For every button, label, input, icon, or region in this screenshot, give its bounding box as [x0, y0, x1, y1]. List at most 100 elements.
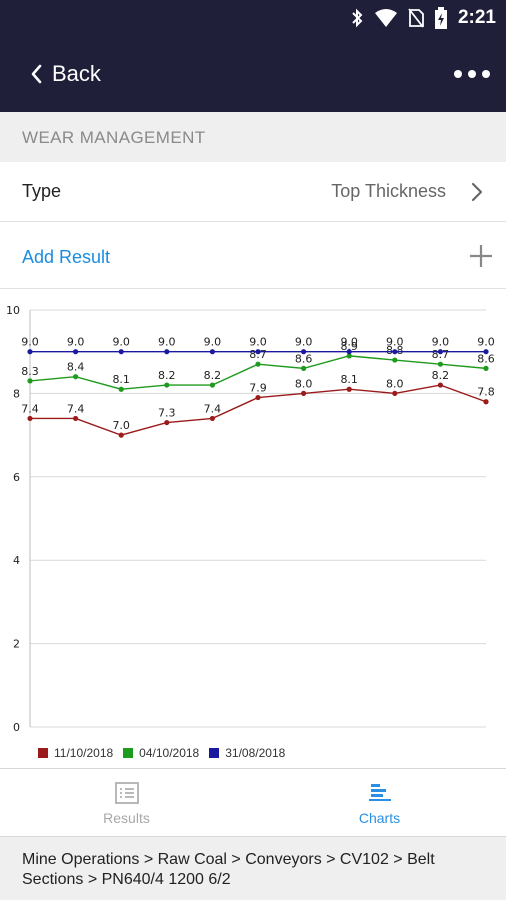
y-tick-label: 8: [13, 387, 20, 400]
data-point: [27, 349, 33, 355]
y-tick-label: 10: [6, 304, 20, 317]
data-point: [118, 386, 124, 392]
add-result-label: Add Result: [22, 247, 111, 267]
wear-chart: 0 2 4 6 8 10 7.4 7.4 7.0 7.3 7.4 7.9 8.0 8.1 8.0 8.2 7.8…: [0, 290, 506, 768]
data-point: [27, 378, 33, 384]
more-horizontal-icon-dot: [482, 70, 490, 78]
bottom-tab-bar: Results Charts: [0, 768, 506, 836]
more-horizontal-icon: [454, 70, 462, 78]
data-point: [209, 349, 215, 355]
type-label: Type: [22, 181, 62, 201]
back-label: Back: [52, 61, 101, 86]
data-label: 7.3: [158, 407, 176, 420]
data-point: [118, 349, 124, 355]
data-point: [255, 394, 261, 401]
type-selector-row[interactable]: Type Top Thickness: [0, 162, 506, 222]
data-point: [73, 349, 79, 355]
data-label: 8.0: [386, 377, 404, 390]
list-icon: [115, 782, 139, 804]
data-point: [209, 415, 215, 422]
data-label: 7.9: [249, 382, 267, 395]
chart-icon: [369, 784, 391, 801]
data-label: 8.6: [295, 352, 313, 365]
data-label: 9.0: [432, 336, 450, 349]
tab-results-label: Results: [103, 810, 150, 826]
data-point: [164, 349, 170, 355]
data-point: [27, 415, 33, 422]
tab-results[interactable]: Results: [0, 769, 253, 837]
more-options-button[interactable]: [454, 60, 490, 88]
data-label: 8.1: [112, 373, 130, 386]
chevron-right-icon: [471, 182, 483, 202]
bluetooth-icon: [352, 8, 363, 28]
data-label: 9.0: [249, 336, 267, 349]
data-label: 8.1: [340, 373, 358, 386]
data-point: [483, 399, 489, 405]
wifi-icon: [374, 9, 397, 27]
y-tick-label: 4: [13, 554, 20, 567]
data-point: [118, 432, 124, 438]
chevron-left-icon: [31, 64, 42, 84]
data-label: 9.0: [204, 336, 222, 349]
legend-swatch: [209, 748, 220, 758]
line-chart: 0 2 4 6 8 10 7.4 7.4 7.0 7.3 7.4 7.9 8.0 8.1 8.0 8.2 7.8…: [6, 304, 495, 734]
data-point: [164, 419, 170, 426]
plus-icon[interactable]: [468, 243, 494, 269]
data-label: 8.2: [158, 369, 176, 382]
data-label: 8.2: [432, 369, 450, 382]
tab-charts[interactable]: Charts: [253, 769, 506, 837]
data-label: 8.2: [204, 369, 222, 382]
data-label: 9.0: [67, 336, 85, 349]
legend-swatch: [38, 748, 48, 758]
data-label: 8.4: [67, 361, 85, 374]
data-label: 7.4: [204, 402, 222, 415]
type-value: Top Thickness: [331, 181, 446, 201]
app-bar: Back: [0, 36, 506, 112]
y-tick-label: 6: [13, 471, 20, 484]
data-point: [392, 349, 398, 355]
data-point: [392, 357, 398, 363]
legend-label: 04/10/2018: [139, 746, 200, 760]
data-point: [346, 349, 352, 355]
data-point: [392, 390, 398, 396]
more-horizontal-icon-dot: [468, 70, 476, 78]
data-label: 7.4: [21, 402, 39, 415]
data-point: [437, 361, 443, 367]
data-label: 7.0: [112, 419, 130, 432]
data-point: [73, 415, 79, 422]
data-point: [73, 374, 79, 380]
data-label: 8.9: [340, 340, 358, 353]
data-point: [301, 365, 307, 371]
legend-label: 31/08/2018: [225, 746, 286, 760]
status-bar: 2:21: [0, 0, 506, 36]
data-label: 9.0: [386, 336, 404, 349]
data-label: 9.0: [21, 336, 39, 349]
data-point: [255, 361, 261, 367]
y-tick-label: 2: [13, 638, 20, 651]
data-point: [164, 382, 170, 388]
data-point: [483, 365, 489, 371]
data-label: 9.0: [477, 336, 495, 349]
data-label: 7.4: [67, 402, 85, 415]
data-point: [301, 349, 307, 355]
legend-swatch: [123, 748, 134, 758]
breadcrumb: Mine Operations > Raw Coal > Conveyors >…: [0, 836, 506, 900]
data-label: 9.0: [158, 336, 176, 349]
back-button[interactable]: Back: [30, 58, 101, 90]
chart-legend: 11/10/2018 04/10/2018 31/08/2018: [38, 746, 285, 760]
legend-label: 11/10/2018: [54, 746, 114, 760]
data-label: 8.0: [295, 377, 313, 390]
data-point: [346, 386, 352, 392]
data-label: 9.0: [112, 336, 130, 349]
no-sim-icon: [408, 8, 424, 28]
status-icons: 2:21: [350, 6, 496, 30]
data-label: 9.0: [295, 336, 313, 349]
status-time: 2:21: [457, 7, 496, 28]
data-point: [437, 349, 443, 355]
add-result-row[interactable]: Add Result: [0, 223, 506, 289]
data-label: 8.3: [21, 365, 39, 378]
legend-item: 31/08/2018: [209, 746, 285, 760]
data-point: [209, 382, 215, 388]
data-label: 9.0: [340, 336, 358, 349]
data-label: 8.6: [477, 352, 495, 365]
